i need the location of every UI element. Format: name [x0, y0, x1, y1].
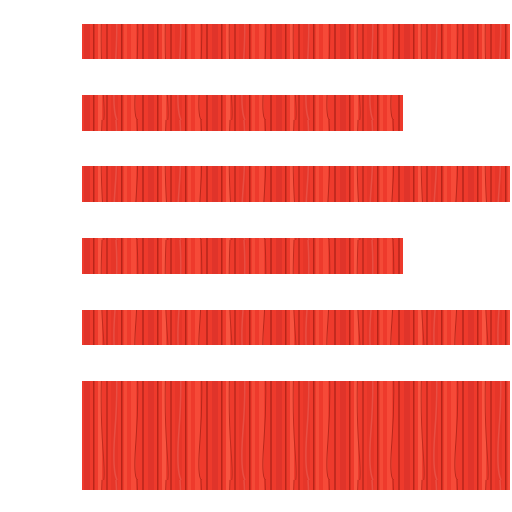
- line-bar: [82, 238, 403, 274]
- line-bar: [82, 24, 510, 59]
- line-bar: [82, 310, 510, 345]
- line-bar: [82, 381, 510, 490]
- line-bar: [82, 166, 510, 202]
- line-bar: [82, 95, 403, 131]
